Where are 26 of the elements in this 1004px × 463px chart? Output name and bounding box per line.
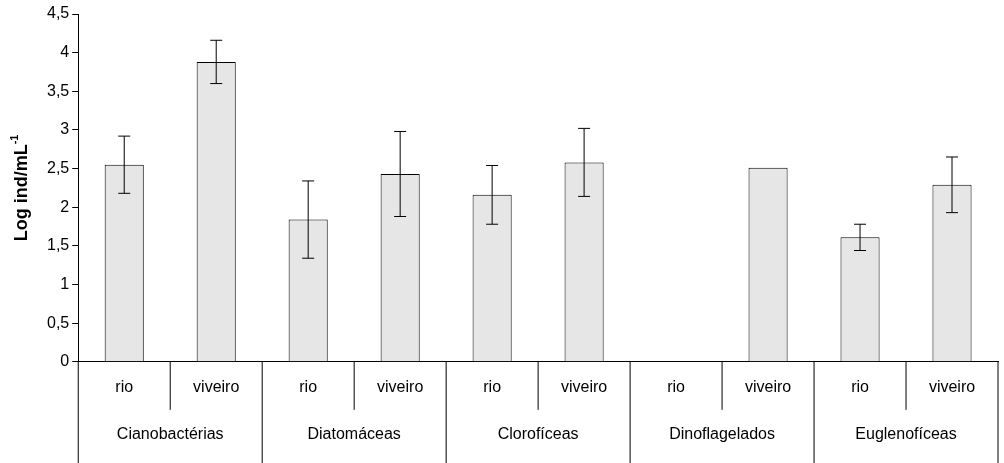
x-tick-label: viveiro	[928, 377, 976, 395]
x-tick-label: rio	[115, 377, 134, 395]
y-tick-label: 2,5	[46, 158, 70, 176]
x-tick-label: viveiro	[560, 377, 608, 395]
y-axis-title: Log ind/mL-1	[8, 134, 31, 242]
y-tick-label: 4,5	[46, 4, 70, 22]
text: Euglenofíceas	[855, 425, 957, 443]
y-tick-label: 4	[60, 43, 70, 61]
text: Cianobactérias	[116, 425, 224, 443]
y-tick-label: 2	[60, 197, 70, 215]
x-tick-label: rio	[299, 377, 318, 395]
y-tick-label: 1,5	[46, 236, 70, 254]
x-tick-label: viveiro	[377, 377, 424, 395]
text: Clorofíceas	[497, 425, 579, 443]
x-tick-label: rio	[851, 377, 870, 395]
x-tick-label: viveiro	[193, 377, 240, 395]
y-tick-label: 0,5	[46, 313, 70, 331]
text: Dinoflagelados	[669, 425, 775, 443]
x-tick-label: viveiro	[744, 377, 792, 395]
x-tick-label: rio	[483, 377, 502, 395]
y-tick-label: 3	[60, 120, 70, 138]
y-tick-label: 0	[60, 352, 70, 370]
y-tick-label: 1	[60, 274, 70, 292]
y-tick-label: 3,5	[46, 81, 70, 99]
x-tick-label: rio	[667, 377, 686, 395]
text: Diatomáceas	[307, 425, 401, 443]
